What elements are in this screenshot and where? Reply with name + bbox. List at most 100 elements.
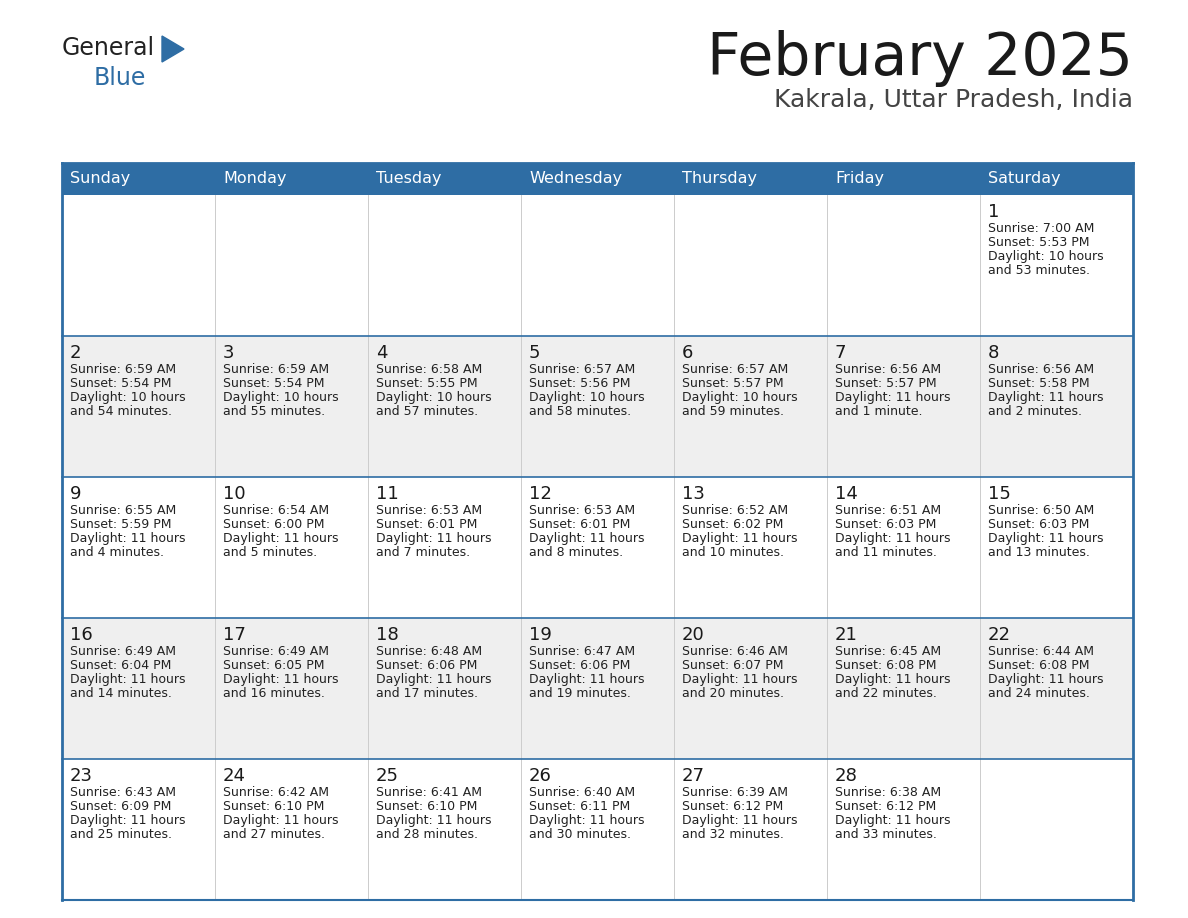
Text: and 54 minutes.: and 54 minutes. — [70, 405, 172, 418]
Bar — [522, 759, 674, 900]
Text: Sunrise: 6:43 AM: Sunrise: 6:43 AM — [70, 786, 176, 799]
Text: Wednesday: Wednesday — [529, 172, 623, 186]
Text: Daylight: 11 hours: Daylight: 11 hours — [375, 814, 492, 827]
Text: and 1 minute.: and 1 minute. — [835, 405, 923, 418]
Text: Sunset: 6:04 PM: Sunset: 6:04 PM — [70, 659, 171, 672]
Bar — [827, 195, 980, 336]
Bar — [368, 477, 522, 618]
Text: 21: 21 — [835, 626, 858, 644]
Text: and 53 minutes.: and 53 minutes. — [988, 264, 1091, 277]
Polygon shape — [162, 36, 184, 62]
Text: 25: 25 — [375, 767, 399, 785]
Bar — [674, 163, 827, 195]
Text: Sunrise: 6:39 AM: Sunrise: 6:39 AM — [682, 786, 788, 799]
Text: and 32 minutes.: and 32 minutes. — [682, 828, 784, 841]
Bar — [674, 336, 827, 477]
Bar — [368, 163, 522, 195]
Text: February 2025: February 2025 — [707, 30, 1133, 87]
Bar — [674, 477, 827, 618]
Text: 9: 9 — [70, 485, 82, 503]
Text: 1: 1 — [988, 203, 999, 221]
Text: Sunset: 5:55 PM: Sunset: 5:55 PM — [375, 377, 478, 390]
Text: Sunset: 6:12 PM: Sunset: 6:12 PM — [835, 800, 936, 813]
Bar — [827, 618, 980, 759]
Text: Daylight: 10 hours: Daylight: 10 hours — [223, 391, 339, 404]
Text: Daylight: 11 hours: Daylight: 11 hours — [682, 814, 797, 827]
Text: 13: 13 — [682, 485, 704, 503]
Text: and 30 minutes.: and 30 minutes. — [529, 828, 631, 841]
Text: Sunset: 5:57 PM: Sunset: 5:57 PM — [682, 377, 784, 390]
Text: Sunrise: 6:57 AM: Sunrise: 6:57 AM — [529, 363, 636, 376]
Text: Friday: Friday — [835, 172, 884, 186]
Text: Daylight: 11 hours: Daylight: 11 hours — [988, 391, 1104, 404]
Text: and 10 minutes.: and 10 minutes. — [682, 546, 784, 559]
Text: 16: 16 — [70, 626, 93, 644]
Text: General: General — [62, 36, 156, 60]
Bar — [215, 336, 368, 477]
Text: Daylight: 11 hours: Daylight: 11 hours — [70, 673, 185, 686]
Bar — [827, 477, 980, 618]
Text: Sunset: 5:57 PM: Sunset: 5:57 PM — [835, 377, 936, 390]
Text: and 57 minutes.: and 57 minutes. — [375, 405, 478, 418]
Text: Daylight: 11 hours: Daylight: 11 hours — [70, 532, 185, 545]
Text: 20: 20 — [682, 626, 704, 644]
Text: Sunrise: 6:59 AM: Sunrise: 6:59 AM — [223, 363, 329, 376]
Text: Sunrise: 6:52 AM: Sunrise: 6:52 AM — [682, 504, 788, 517]
Bar — [674, 759, 827, 900]
Bar — [62, 759, 215, 900]
Bar — [62, 336, 215, 477]
Text: 19: 19 — [529, 626, 552, 644]
Text: 18: 18 — [375, 626, 399, 644]
Text: 12: 12 — [529, 485, 552, 503]
Text: Sunset: 6:00 PM: Sunset: 6:00 PM — [223, 518, 324, 531]
Text: and 25 minutes.: and 25 minutes. — [70, 828, 172, 841]
Text: Daylight: 11 hours: Daylight: 11 hours — [223, 673, 339, 686]
Text: Daylight: 10 hours: Daylight: 10 hours — [682, 391, 797, 404]
Text: Sunrise: 6:49 AM: Sunrise: 6:49 AM — [70, 645, 176, 658]
Bar — [368, 759, 522, 900]
Bar — [674, 618, 827, 759]
Text: 4: 4 — [375, 344, 387, 362]
Text: and 7 minutes.: and 7 minutes. — [375, 546, 470, 559]
Text: 23: 23 — [70, 767, 93, 785]
Text: Sunset: 6:05 PM: Sunset: 6:05 PM — [223, 659, 324, 672]
Text: Daylight: 11 hours: Daylight: 11 hours — [988, 532, 1104, 545]
Text: Sunset: 6:01 PM: Sunset: 6:01 PM — [375, 518, 478, 531]
Text: Daylight: 11 hours: Daylight: 11 hours — [223, 814, 339, 827]
Text: 26: 26 — [529, 767, 552, 785]
Text: and 59 minutes.: and 59 minutes. — [682, 405, 784, 418]
Bar — [980, 163, 1133, 195]
Text: and 17 minutes.: and 17 minutes. — [375, 687, 478, 700]
Text: and 55 minutes.: and 55 minutes. — [223, 405, 326, 418]
Text: and 8 minutes.: and 8 minutes. — [529, 546, 624, 559]
Text: Daylight: 11 hours: Daylight: 11 hours — [529, 673, 645, 686]
Text: and 22 minutes.: and 22 minutes. — [835, 687, 937, 700]
Text: Sunrise: 6:41 AM: Sunrise: 6:41 AM — [375, 786, 482, 799]
Bar — [62, 477, 215, 618]
Text: and 4 minutes.: and 4 minutes. — [70, 546, 164, 559]
Text: Thursday: Thursday — [682, 172, 757, 186]
Text: and 14 minutes.: and 14 minutes. — [70, 687, 172, 700]
Text: Saturday: Saturday — [988, 172, 1061, 186]
Text: Sunrise: 6:42 AM: Sunrise: 6:42 AM — [223, 786, 329, 799]
Bar — [62, 163, 215, 195]
Bar — [215, 195, 368, 336]
Bar — [827, 163, 980, 195]
Text: and 28 minutes.: and 28 minutes. — [375, 828, 478, 841]
Text: Sunset: 6:12 PM: Sunset: 6:12 PM — [682, 800, 783, 813]
Text: 10: 10 — [223, 485, 246, 503]
Text: Sunset: 6:08 PM: Sunset: 6:08 PM — [988, 659, 1089, 672]
Text: and 11 minutes.: and 11 minutes. — [835, 546, 937, 559]
Text: 2: 2 — [70, 344, 82, 362]
Text: Daylight: 11 hours: Daylight: 11 hours — [835, 532, 950, 545]
Text: Daylight: 11 hours: Daylight: 11 hours — [835, 814, 950, 827]
Text: Daylight: 10 hours: Daylight: 10 hours — [70, 391, 185, 404]
Text: Sunrise: 6:51 AM: Sunrise: 6:51 AM — [835, 504, 941, 517]
Text: Daylight: 10 hours: Daylight: 10 hours — [529, 391, 645, 404]
Text: Sunrise: 6:50 AM: Sunrise: 6:50 AM — [988, 504, 1094, 517]
Text: Sunset: 6:09 PM: Sunset: 6:09 PM — [70, 800, 171, 813]
Text: Sunset: 5:54 PM: Sunset: 5:54 PM — [223, 377, 324, 390]
Text: Sunset: 6:03 PM: Sunset: 6:03 PM — [988, 518, 1089, 531]
Text: Sunrise: 6:47 AM: Sunrise: 6:47 AM — [529, 645, 636, 658]
Text: 17: 17 — [223, 626, 246, 644]
